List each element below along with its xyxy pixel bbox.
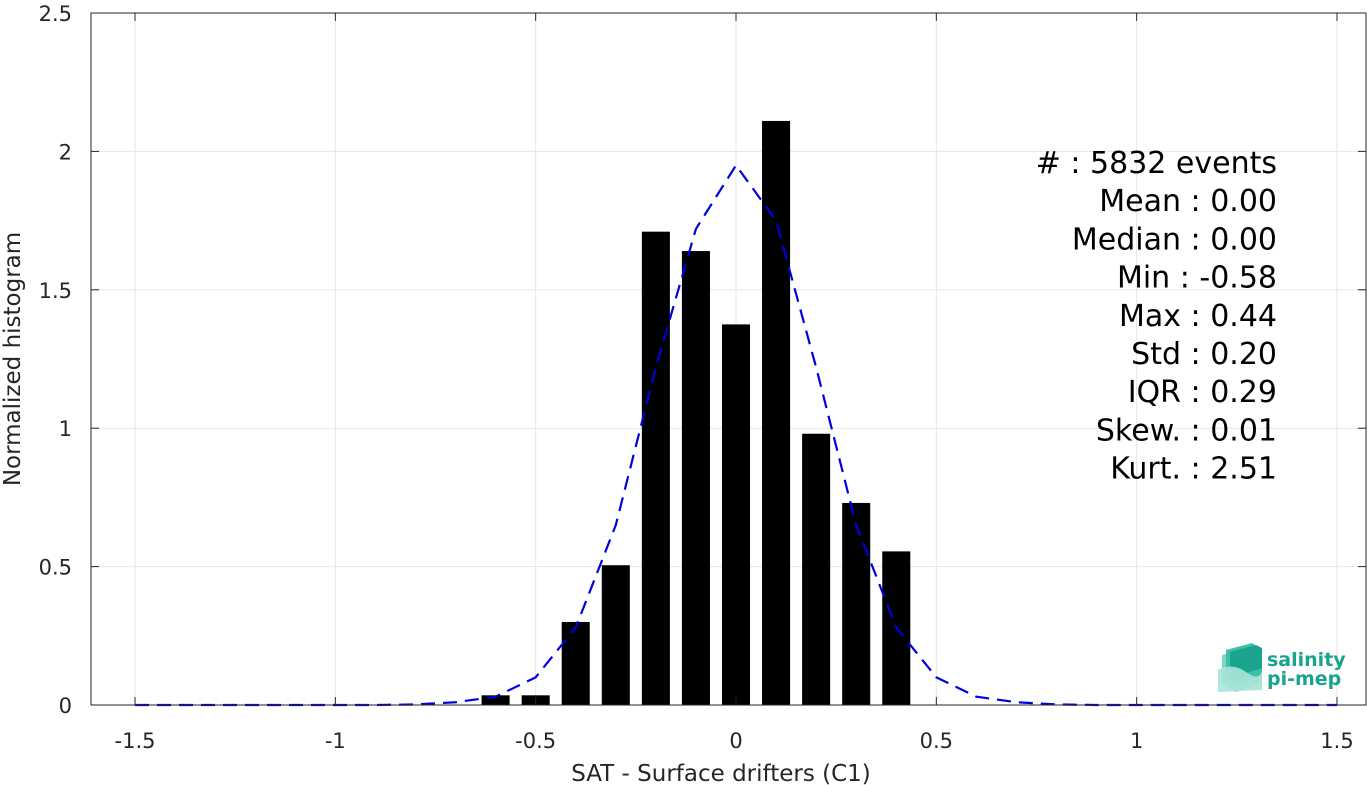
y-axis-label: Normalized histogram bbox=[0, 232, 26, 486]
stat-line: Min : -0.58 bbox=[1117, 261, 1277, 296]
bar-layer bbox=[481, 120, 911, 705]
histogram-bar bbox=[681, 251, 710, 705]
histogram-bar bbox=[842, 502, 871, 705]
stat-line: Skew. : 0.01 bbox=[1096, 413, 1277, 448]
x-tick-label: 0.5 bbox=[920, 729, 953, 753]
logo-line-2: pi-mep bbox=[1267, 668, 1341, 690]
y-tick-label: 2 bbox=[59, 140, 72, 164]
x-tick-label: -0.5 bbox=[515, 729, 556, 753]
y-tick-label: 1 bbox=[59, 417, 72, 441]
x-tick-label: 0 bbox=[729, 729, 742, 753]
stat-line: Std : 0.20 bbox=[1131, 337, 1277, 372]
y-tick-label: 1.5 bbox=[39, 279, 72, 303]
x-tick-label: -1 bbox=[325, 729, 346, 753]
stat-line: Max : 0.44 bbox=[1119, 299, 1277, 334]
tick-layer: -1.5 -1 -0.5 0 0.5 1 1.5 0 0.5 1 1.5 2 2.5 bbox=[39, 2, 1366, 753]
histogram-bar bbox=[481, 695, 510, 705]
histogram-bar bbox=[601, 565, 630, 705]
stat-line: # : 5832 events bbox=[1036, 146, 1277, 181]
x-tick-label: 1.5 bbox=[1320, 729, 1353, 753]
histogram-bar bbox=[721, 324, 751, 705]
histogram-bar bbox=[641, 231, 670, 705]
histogram-bar bbox=[802, 433, 831, 705]
y-tick-label: 0.5 bbox=[39, 556, 72, 580]
salinity-pi-mep-logo: salinity pi-mep bbox=[1218, 643, 1346, 692]
x-axis-label: SAT - Surface drifters (C1) bbox=[571, 761, 871, 785]
x-tick-label: -1.5 bbox=[115, 729, 156, 753]
stat-line: Kurt. : 2.51 bbox=[1110, 452, 1277, 487]
x-tick-label: 1 bbox=[1130, 729, 1143, 753]
plot-frame bbox=[90, 12, 1367, 706]
logo-line-1: salinity bbox=[1267, 649, 1346, 671]
histogram-bar bbox=[561, 621, 590, 705]
stat-line: Median : 0.00 bbox=[1072, 222, 1277, 257]
stat-line: IQR : 0.29 bbox=[1128, 375, 1277, 410]
y-tick-label: 2.5 bbox=[39, 2, 72, 26]
y-tick-label: 0 bbox=[59, 694, 72, 718]
histogram-bar bbox=[762, 120, 791, 705]
axes-layer bbox=[90, 12, 1367, 706]
stat-line: Mean : 0.00 bbox=[1099, 184, 1277, 219]
logo-icon bbox=[1218, 643, 1262, 692]
